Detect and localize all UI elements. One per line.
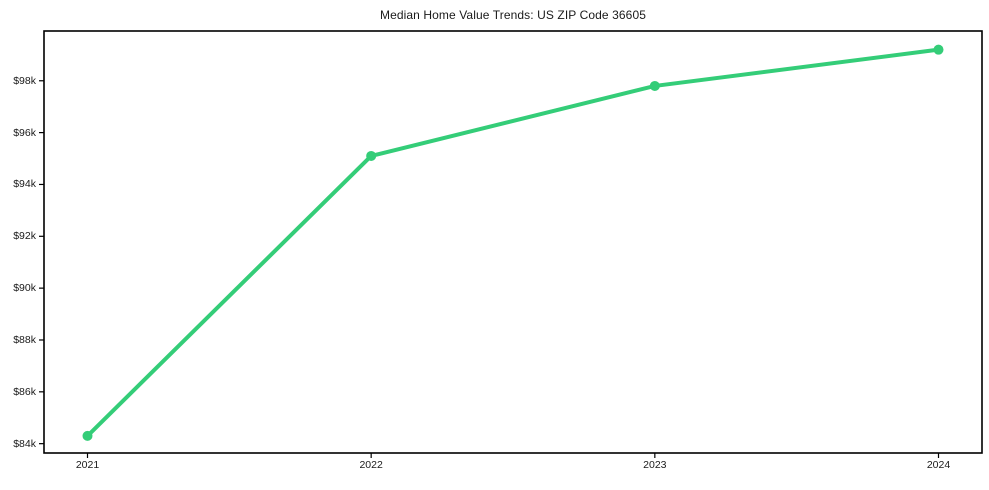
y-tick-label: $94k <box>13 178 36 191</box>
x-tick-label: 2021 <box>75 459 100 471</box>
plot-frame <box>43 30 983 454</box>
y-tick-label: $98k <box>13 74 36 87</box>
y-tick-label: $90k <box>13 282 36 295</box>
y-tick-label: $84k <box>13 437 36 450</box>
x-tick-label: 2022 <box>359 459 383 471</box>
data-point-marker <box>82 430 93 441</box>
y-tick-label: $92k <box>13 230 36 243</box>
data-point-marker <box>649 80 660 91</box>
y-tick-label: $96k <box>13 126 36 139</box>
chart-title: Median Home Value Trends: US ZIP Code 36… <box>379 8 646 22</box>
y-tick-label: $88k <box>13 333 36 346</box>
y-tick-label: $86k <box>13 385 36 398</box>
x-tick-label: 2024 <box>926 459 951 471</box>
data-point-marker <box>933 44 944 55</box>
line-series <box>85 47 941 438</box>
data-point-marker <box>366 150 377 161</box>
x-tick-label: 2023 <box>643 459 667 471</box>
